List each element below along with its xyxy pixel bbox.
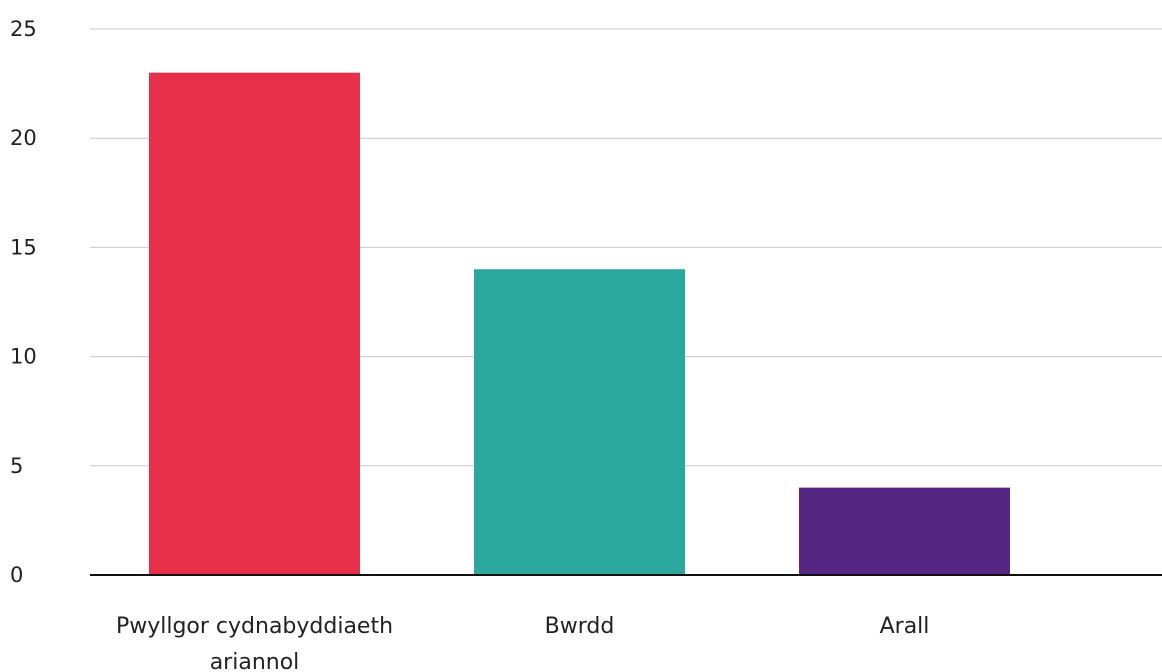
x-category-label-2: Arall — [880, 614, 930, 639]
y-tick-label-10: 10 — [10, 345, 37, 369]
bar-0 — [149, 72, 360, 576]
bar-1 — [474, 269, 685, 575]
x-axis-category-labels: Pwyllgor cydnabyddiaeth ariannol Bwrdd Aral… — [116, 614, 929, 672]
y-tick-label-20: 20 — [10, 126, 37, 150]
y-tick-label-15: 15 — [10, 235, 37, 259]
x-category-label-0-line-1: ariannol — [210, 650, 300, 672]
bar-2 — [799, 487, 1010, 575]
x-category-label-0-line-0: Pwyllgor cydnabyddiaeth — [116, 614, 393, 639]
bars — [149, 72, 1010, 576]
y-tick-label-25: 25 — [10, 17, 37, 41]
y-axis-tick-labels: 0 5 10 15 20 25 — [10, 17, 37, 587]
y-tick-label-0: 0 — [10, 563, 23, 587]
x-category-label-1: Bwrdd — [545, 614, 615, 639]
y-tick-label-5: 5 — [10, 454, 23, 478]
